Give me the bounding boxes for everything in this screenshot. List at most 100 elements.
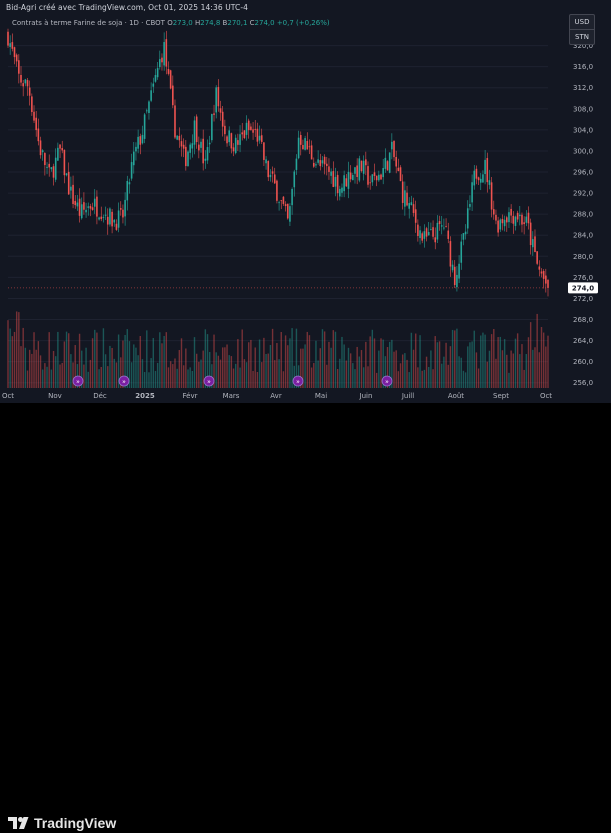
volume-bar bbox=[230, 356, 233, 388]
candle-body bbox=[31, 96, 33, 113]
volume-bar bbox=[358, 356, 361, 388]
candle-body bbox=[432, 227, 434, 237]
volume-bar bbox=[28, 349, 31, 388]
volume-bar bbox=[412, 349, 415, 388]
candle-body bbox=[341, 187, 343, 193]
price-tick-label: 300,0 bbox=[573, 147, 593, 155]
volume-bar bbox=[146, 330, 148, 388]
volume-bar bbox=[419, 335, 421, 388]
volume-bar bbox=[319, 348, 321, 388]
volume-bar bbox=[52, 350, 55, 388]
volume-bar bbox=[519, 354, 521, 388]
candle-body bbox=[321, 160, 324, 164]
volume-bar bbox=[89, 359, 92, 388]
volume-bar bbox=[41, 369, 44, 388]
volume-bar bbox=[13, 331, 16, 388]
price-tick-label: 256,0 bbox=[573, 379, 593, 387]
volume-bar bbox=[235, 363, 237, 388]
volume-bar bbox=[334, 331, 337, 388]
candle-body bbox=[113, 219, 116, 223]
candle-body bbox=[20, 75, 22, 83]
volume-bar bbox=[250, 339, 252, 388]
candle-body bbox=[532, 239, 534, 248]
volume-bar bbox=[408, 372, 410, 388]
time-axis: Oct Nov Déc 2025 Févr Mars Avr Mai Juin Juill Août… bbox=[2, 392, 552, 400]
candle-body bbox=[215, 87, 217, 113]
high-label: H bbox=[195, 19, 201, 27]
tradingview-logo[interactable]: TradingView bbox=[8, 813, 116, 833]
candle-body bbox=[438, 221, 441, 225]
volume-bar bbox=[26, 370, 29, 388]
candle-body bbox=[412, 204, 415, 213]
candle-body bbox=[83, 202, 85, 210]
candle-body bbox=[443, 227, 445, 229]
volume-bar bbox=[208, 351, 211, 388]
close-value: 274,0 bbox=[254, 19, 275, 27]
volume-bar bbox=[547, 335, 549, 388]
volume-bar bbox=[484, 334, 486, 388]
volume-bar bbox=[198, 361, 200, 388]
volume-bar bbox=[458, 356, 460, 388]
volume-bar bbox=[462, 370, 465, 388]
volume-bar bbox=[185, 348, 187, 388]
candle-body bbox=[362, 160, 365, 174]
volume-bar bbox=[74, 345, 76, 388]
candle-body bbox=[395, 156, 397, 167]
candle-body bbox=[427, 232, 430, 236]
volume-bar bbox=[117, 334, 120, 388]
volume-bar bbox=[161, 343, 163, 388]
volume-bar bbox=[460, 357, 462, 388]
volume-bar bbox=[447, 364, 449, 388]
price-tick-label: 280,0 bbox=[573, 253, 593, 261]
last-price-badge: 274,0 bbox=[8, 282, 598, 294]
time-tick-label: Août bbox=[448, 392, 464, 400]
candle-body bbox=[289, 206, 291, 222]
candle-body bbox=[373, 172, 376, 176]
candle-body bbox=[458, 263, 460, 279]
event-marker-glyph: » bbox=[122, 379, 126, 386]
currency-usd[interactable]: USD bbox=[574, 18, 590, 26]
volume-bar bbox=[109, 345, 111, 388]
volume-bar bbox=[467, 346, 469, 388]
candle-body bbox=[189, 144, 191, 153]
candle-body bbox=[102, 217, 105, 218]
volume-bar bbox=[477, 368, 480, 388]
volume-bar bbox=[482, 332, 484, 388]
candle-body bbox=[150, 90, 152, 101]
price-chart[interactable]: 256,0 260,0 264,0 268,0 272,0 276,0 280,0 284,0… bbox=[0, 0, 611, 436]
candle-body bbox=[237, 140, 239, 145]
volume-bar bbox=[217, 355, 220, 388]
volume-bar bbox=[265, 353, 267, 388]
candle-body bbox=[37, 128, 40, 142]
candle-body bbox=[226, 136, 228, 144]
volume-bar bbox=[254, 347, 256, 388]
volume-bar bbox=[167, 367, 170, 388]
candle-body bbox=[369, 182, 371, 184]
volume-bar bbox=[375, 372, 378, 388]
candle-body bbox=[98, 217, 100, 220]
candle-body bbox=[440, 225, 443, 227]
candle-body bbox=[386, 161, 389, 171]
candle-body bbox=[508, 212, 510, 223]
candle-body bbox=[525, 216, 528, 223]
volume-bar bbox=[282, 371, 285, 388]
volume-bar bbox=[336, 369, 339, 388]
candle-body bbox=[297, 137, 300, 159]
candle-body bbox=[430, 229, 432, 230]
symbol-legend: Contrats à terme Farine de soja · 1D · C… bbox=[12, 19, 330, 27]
candle-body bbox=[401, 181, 404, 203]
candle-body bbox=[59, 144, 61, 149]
volume-bar bbox=[213, 334, 215, 388]
volume-bar bbox=[306, 331, 308, 388]
candle-body bbox=[145, 110, 148, 112]
currency-stn[interactable]: STN bbox=[570, 29, 594, 44]
candle-body bbox=[124, 199, 126, 217]
candle-body bbox=[521, 214, 523, 225]
volume-bar bbox=[154, 370, 157, 388]
candle-body bbox=[319, 160, 322, 167]
candle-body bbox=[221, 111, 224, 127]
candle-body bbox=[538, 266, 541, 270]
candle-body bbox=[217, 87, 220, 107]
volume-bar bbox=[248, 342, 250, 388]
currency-selector[interactable]: USD STN bbox=[569, 14, 595, 45]
